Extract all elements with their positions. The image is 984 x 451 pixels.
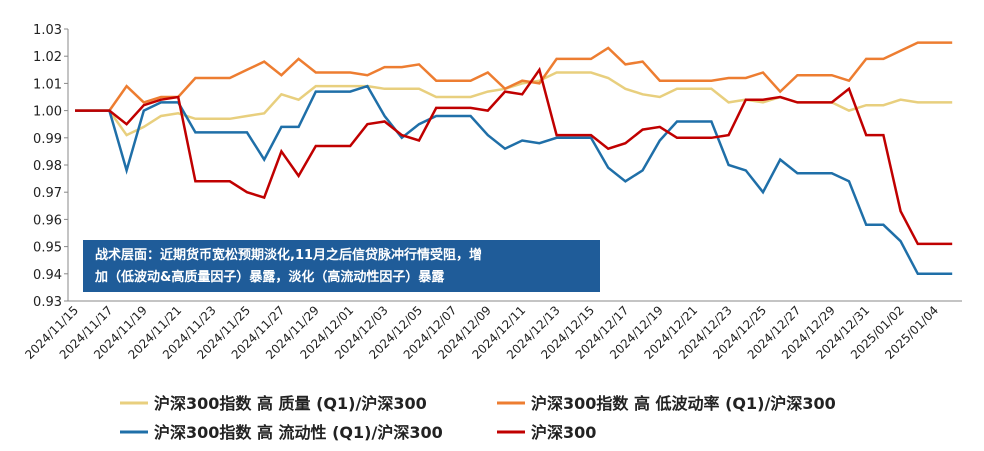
y-tick-label: 1.00 xyxy=(33,105,62,120)
y-tick-label: 1.01 xyxy=(33,77,62,92)
y-tick-label: 0.96 xyxy=(33,213,62,228)
legend-label: 沪深300指数 高 低波动率 (Q1)/沪深300 xyxy=(531,394,836,413)
y-tick-label: 1.02 xyxy=(33,50,62,65)
y-tick-label: 0.98 xyxy=(33,159,62,174)
y-tick-label: 0.93 xyxy=(33,295,62,310)
series-line xyxy=(75,41,953,112)
legend-label: 沪深300指数 高 质量 (Q1)/沪深300 xyxy=(154,394,427,413)
legend-label: 沪深300指数 高 流动性 (Q1)/沪深300 xyxy=(154,423,443,442)
series-line xyxy=(75,66,953,246)
legend-label: 沪深300 xyxy=(531,423,596,442)
plot: 0.93 0.94 0.95 0.96 0.97 0.98 0.99 1.00 1.01 1.02… xyxy=(22,23,962,442)
annotation: 加（低波动&高质量因子）暴露，淡化（高流动性因子）暴露 xyxy=(94,269,445,285)
y-tick-label: 0.99 xyxy=(33,132,62,147)
series-line xyxy=(75,71,953,137)
annotation: 战术层面：近期货币宽松预期淡化,11月之后信贷脉冲行情受阻，增 xyxy=(95,247,482,263)
series-line xyxy=(75,84,953,276)
y-tick-label: 1.03 xyxy=(33,23,62,38)
annotation-box xyxy=(83,240,600,292)
y-tick-label: 0.94 xyxy=(33,268,62,283)
y-tick-label: 0.97 xyxy=(33,186,62,201)
y-tick-label: 0.95 xyxy=(33,241,62,256)
